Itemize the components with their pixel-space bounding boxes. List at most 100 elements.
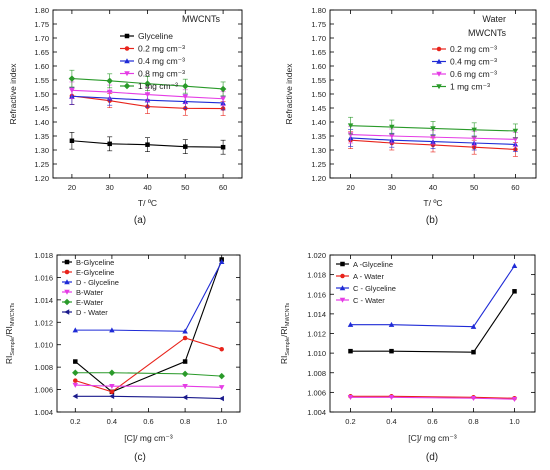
series-line [350,395,515,399]
data-point [219,85,227,93]
series-d-glyceline [72,258,225,334]
x-tick-label: 0.6 [427,417,437,426]
x-tick-label: 20 [68,183,76,192]
legend-label: 1 mg cm⁻³ [450,82,490,92]
data-point [389,133,395,139]
x-tick-label: 40 [143,183,151,192]
x-tick-label: 0.8 [180,417,190,426]
y-tick-label: 1.30 [311,146,326,155]
data-point [182,82,189,90]
series-1-mg-cm- [68,69,227,97]
chart-panel-a: 1.20 1.25 1.30 1.35 1.40 1.45 1.50 1.55 1.60 1.65… [8,6,243,226]
series-e-glyceline [73,335,224,395]
data-point [106,77,113,85]
x-tick-label: 50 [470,183,478,192]
legend-label: A -Glyceline [353,260,393,269]
y-tick-label: 1.60 [34,62,49,71]
y-tick-label: 1.008 [34,363,53,372]
x-tick-label: 30 [106,183,114,192]
x-axis-label: T/ ºC [138,198,157,208]
legend-label: 0.2 mg cm⁻³ [450,44,497,54]
series-line [75,337,222,393]
y-tick-label: 1.25 [34,160,49,169]
legend-swatch-marker [124,71,130,77]
legend-swatch-marker [124,46,130,51]
data-point [389,124,395,130]
y-tick-label: 1.004 [34,408,53,417]
y-tick-label: 1.70 [311,34,326,43]
y-tick-label: 1.014 [34,296,53,305]
data-point [511,396,518,402]
legend-swatch-marker [63,298,71,306]
series-line [75,384,222,388]
panel-caption: (a) [134,215,146,226]
data-point [218,395,224,402]
data-point [72,393,78,400]
y-tick-label: 1.020 [307,251,326,260]
data-point [347,321,354,327]
data-point [73,378,78,383]
y-tick-label: 1.80 [311,6,326,15]
data-point [182,383,188,389]
y-label-part: RI [4,356,14,365]
legend-swatch-marker [123,82,131,90]
x-tick-label: 60 [511,183,519,192]
y-tick-label: 1.60 [311,62,326,71]
data-point [512,289,517,294]
legend-swatch-marker [340,273,345,279]
y-tick-label: 1.018 [307,271,326,280]
data-point [181,370,189,378]
data-point [108,369,116,376]
data-point [348,348,353,354]
y-tick-label: 1.012 [34,318,53,327]
series-a-glyceline [348,289,517,355]
series-line [74,259,223,393]
series-0-8-mg-cm- [69,81,226,107]
legend-label: C - Water [353,296,385,305]
y-tick-label: 1.20 [311,174,326,183]
x-axis-label: T/ ºC [423,198,442,208]
legend-swatch-marker [64,289,70,295]
x-tick-label: 0.4 [107,417,117,426]
y-tick-label: 1.018 [34,251,53,260]
data-point [109,383,115,389]
legend: A -Glyceline A - Water C - Glyceline C - Wa… [336,260,396,305]
data-point [69,138,75,144]
y-tick-label: 1.012 [307,330,326,339]
legend-title: MWCNTs [468,28,506,38]
chart-panel-d: 1.004 1.006 1.008 1.010 1.012 1.014 1.016 1.018… [279,251,536,463]
legend-label: C - Glyceline [353,284,396,293]
legend-label: 0.6 mg cm⁻³ [450,69,497,79]
y-tick-label: 1.50 [311,90,326,99]
series-e-water [72,369,225,380]
y-axis-label: Refractive index [284,63,294,125]
y-tick-label: 1.50 [34,90,49,99]
series-1-mg-cm- [347,116,519,139]
data-point [218,385,225,391]
panel-caption: (c) [134,452,146,463]
y-tick-label: 1.45 [311,104,326,113]
y-tick-label: 1.35 [34,132,49,141]
data-point [68,75,76,82]
y-label-subscript: MWCNTs [10,303,16,326]
series-c-glyceline [347,263,518,329]
chart-panel-c: 1.004 1.006 1.008 1.010 1.012 1.014 1.016 1.018… [4,251,241,463]
y-tick-label: 1.75 [34,20,49,29]
data-point [182,335,188,341]
y-label-subscript: MWCNTs [285,303,291,326]
legend-title: Water [482,14,506,24]
x-tick-label: 20 [346,183,354,192]
data-point [106,89,113,95]
legend-swatch-marker [64,259,70,265]
data-point [471,127,477,133]
legend-title: MWCNTs [182,14,220,24]
y-tick-label: 1.004 [307,408,326,417]
panel-caption: (d) [426,452,438,463]
legend-label: D - Glyceline [76,278,119,287]
data-point [72,327,79,333]
y-tick-label: 1.25 [311,160,326,169]
y-tick-label: 1.006 [34,386,53,395]
legend-swatch-marker [339,297,346,303]
data-point [219,346,224,352]
